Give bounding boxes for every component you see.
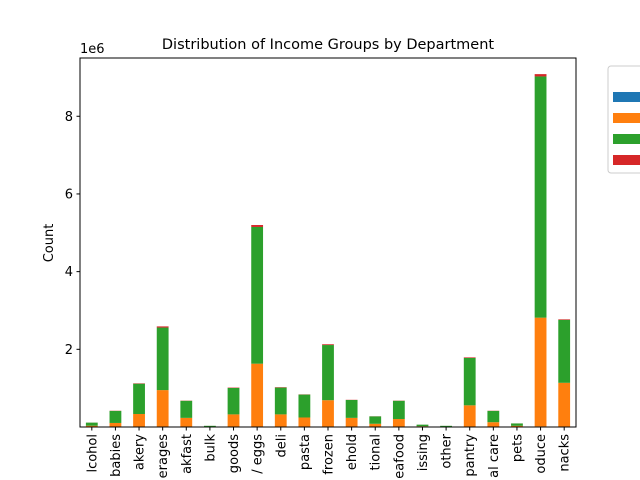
bar-beverages-series-1	[156, 390, 169, 427]
bar-dairy-eggs-series-2	[251, 226, 264, 364]
y-offset-text: 1e6	[80, 42, 105, 57]
x-tick-label: pasta	[298, 434, 313, 470]
bar-canned-goods-series-2	[227, 387, 240, 415]
bar-deli-series-1	[274, 414, 287, 427]
x-tick-label: oduce	[534, 434, 549, 474]
bar-household-series-1	[345, 417, 358, 427]
x-tick-label: nacks	[558, 434, 573, 472]
bar-personal-care-series-2	[487, 410, 500, 423]
legend	[607, 65, 640, 174]
bar-household-series-2	[345, 400, 358, 418]
x-tick-label: ehold	[345, 434, 360, 470]
bar-personal-care-series-1	[487, 422, 500, 427]
x-tick-label: erages	[156, 434, 171, 479]
bar-babies-series-2	[109, 410, 122, 423]
y-tick-label: 8	[65, 110, 73, 125]
x-tick-label: / eggs	[251, 434, 266, 474]
bar-other-series-2	[440, 425, 452, 427]
bar-pantry-series-2	[463, 357, 476, 406]
bar-dry-goods-pasta-series-1	[298, 417, 311, 427]
legend-swatch-series-0	[613, 92, 640, 102]
x-tick-label: al care	[487, 434, 502, 478]
x-tick-label: akfast	[180, 434, 195, 474]
legend-swatch-series-3	[613, 155, 640, 165]
x-tick-label: issing	[416, 434, 431, 471]
x-axis: lcohol babies akery erages akfast bulk goods / …	[85, 427, 573, 479]
bar-meat-seafood-series-1	[392, 419, 405, 427]
bar-deli-series-2	[274, 387, 287, 415]
bar-snacks-series-2	[558, 319, 571, 383]
bar-produce-series-1	[534, 317, 547, 427]
bar-dairy-eggs-series-3	[251, 225, 264, 227]
y-tick-label: 4	[65, 265, 73, 280]
x-tick-label: akery	[133, 434, 148, 470]
bar-babies-series-1	[109, 422, 122, 427]
x-tick-label: babies	[109, 434, 124, 477]
bar-snacks-series-3	[558, 319, 571, 320]
bar-frozen-series-2	[322, 345, 334, 401]
x-tick-label: tional	[369, 434, 384, 470]
bar-dry-goods-pasta-series-2	[298, 394, 311, 418]
bar-alcohol-series-2	[85, 422, 98, 426]
x-tick-label: pantry	[463, 434, 478, 477]
bar-bakery-series-2	[133, 383, 145, 414]
bar-produce-series-3	[534, 74, 547, 77]
bar-beverages-series-3	[156, 326, 169, 328]
bar-pets-series-1	[511, 425, 523, 427]
bar-beverages-series-2	[156, 327, 169, 391]
bar-frozen-series-3	[322, 344, 334, 346]
y-tick-label: 2	[65, 343, 73, 358]
y-axis: 2 4 6 8	[65, 110, 80, 358]
bar-produce-series-2	[534, 76, 547, 318]
x-tick-label: eafood	[392, 434, 407, 479]
x-tick-label: pets	[510, 434, 525, 462]
y-tick-label: 6	[65, 187, 73, 202]
x-tick-label: bulk	[203, 434, 218, 462]
x-tick-label: other	[440, 433, 455, 468]
bar-bulk-series-2	[204, 425, 216, 427]
y-axis-label: Count	[42, 224, 57, 263]
x-tick-label: lcohol	[85, 434, 100, 473]
legend-swatch-series-2	[613, 134, 640, 144]
bar-alcohol-series-1	[85, 425, 98, 427]
bar-pantry-series-1	[463, 405, 476, 427]
x-tick-label: goods	[227, 434, 242, 473]
legend-swatch-series-1	[613, 113, 640, 123]
bar-canned-goods-series-1	[227, 414, 240, 427]
bar-pantry-series-3	[463, 357, 476, 358]
bar-snacks-series-1	[558, 382, 571, 427]
bar-pets-series-2	[511, 423, 523, 426]
bar-frozen-series-1	[322, 400, 334, 427]
x-tick-label: deli	[274, 434, 289, 457]
bar-dairy-eggs-series-1	[251, 363, 264, 427]
chart-title: Distribution of Income Groups by Departm…	[162, 37, 495, 53]
bars-layer	[85, 74, 571, 427]
bar-breakfast-series-2	[180, 400, 193, 418]
bar-international-series-2	[369, 416, 382, 424]
bar-meat-seafood-series-2	[392, 400, 405, 420]
bar-missing-series-2	[416, 424, 429, 427]
bar-bakery-series-1	[133, 413, 145, 427]
x-tick-label: frozen	[322, 434, 337, 475]
bar-breakfast-series-1	[180, 417, 193, 427]
bar-international-series-1	[369, 423, 382, 427]
